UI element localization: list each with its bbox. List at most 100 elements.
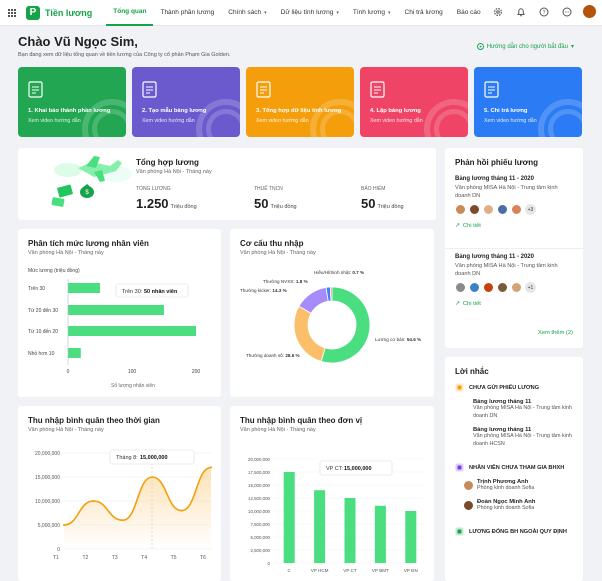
step-video-link[interactable]: Xem video hướng dẫn xyxy=(28,118,81,124)
metric-value: 50 xyxy=(361,196,376,211)
nav-item-4[interactable]: Tính lương ▾ xyxy=(346,0,398,26)
x-tick-label: T1 xyxy=(53,555,59,561)
series-line[interactable] xyxy=(63,466,212,526)
chart-tooltip: Tháng 8: 15,000,000 xyxy=(109,449,195,465)
data-point[interactable] xyxy=(121,519,124,522)
reminder-entry[interactable]: Bảng lương tháng 11 Văn phòng MISA Hà Nội… xyxy=(473,427,573,448)
detail-link[interactable]: ↗ Chi tiết xyxy=(455,223,573,229)
slice-name: Thưởng kicker xyxy=(240,287,270,293)
tick-label: 2,500,000 xyxy=(250,548,270,553)
slice-label: Hiếu/Hỉ/Sinh nhật: 0.7 % xyxy=(314,269,364,275)
tick-label: 10,000,000 xyxy=(248,509,271,514)
step-card-1[interactable]: 1. Khai báo thành phần lương Xem video hư… xyxy=(18,67,126,137)
bar[interactable] xyxy=(344,498,356,563)
step-card-3[interactable]: 3. Tổng hợp dữ liệu tính lương Xem video … xyxy=(246,67,354,137)
bar[interactable] xyxy=(283,472,295,563)
bar[interactable] xyxy=(314,490,326,563)
income-time-card: Thu nhập bình quân theo thời gian Văn ph… xyxy=(18,406,221,581)
income-time-title: Thu nhập bình quân theo thời gian xyxy=(28,416,160,425)
step-video-link[interactable]: Xem video hướng dẫn xyxy=(142,118,195,124)
step-video-link[interactable]: Xem video hướng dẫn xyxy=(370,118,423,124)
settings-icon[interactable] xyxy=(491,5,504,18)
bar[interactable] xyxy=(405,511,417,563)
salary-level-card: Phân tích mức lương nhân viên Văn phòng … xyxy=(18,229,221,397)
detail-link[interactable]: ↗ Chi tiết xyxy=(455,301,573,307)
step-title: 2. Tạo mẫu bảng lương xyxy=(142,108,207,114)
pie-slice[interactable] xyxy=(320,286,371,364)
svg-text:?: ? xyxy=(542,10,545,16)
nav-item-0[interactable]: Tổng quan xyxy=(106,0,154,26)
step-card-5[interactable]: 5. Chi trả lương Xem video hướng dẫn xyxy=(474,67,582,137)
step-card-4[interactable]: 4. Lập bảng lương Xem video hướng dẫn xyxy=(360,67,468,137)
app-grid-icon[interactable] xyxy=(8,8,16,17)
slice-label: Thưởng kicker: 14.3 % xyxy=(240,287,287,293)
bar[interactable] xyxy=(68,326,196,336)
reminder-entry[interactable]: Bảng lương tháng 11 Văn phòng MISA Hà Nội… xyxy=(473,399,573,420)
reminder-entry-desc: Văn phòng MISA Hà Nội - Trung tâm kinh d… xyxy=(473,405,572,419)
step-title: 5. Chi trả lương xyxy=(484,108,528,114)
nav-item-3[interactable]: Dữ liệu tính lương ▾ xyxy=(274,0,346,26)
bar[interactable] xyxy=(68,305,164,315)
reminder-group-heading[interactable]: NHÂN VIÊN CHƯA THAM GIA BHXH xyxy=(455,463,564,472)
help-icon[interactable]: ? xyxy=(537,5,550,18)
reminder-entry[interactable]: Trịnh Phương Anh Phòng kinh doanh Sofia xyxy=(463,479,573,493)
nav-item-5[interactable]: Chi trả lương xyxy=(398,0,450,26)
area-fill xyxy=(64,467,211,549)
tick-label: 0 xyxy=(57,547,60,553)
chat-icon[interactable] xyxy=(560,5,573,18)
step-video-link[interactable]: Xem video hướng dẫn xyxy=(256,118,309,124)
reminder-group-heading[interactable]: LƯƠNG ĐÓNG BH NGOÀI QUY ĐỊNH xyxy=(455,527,567,536)
reminder-group-heading[interactable]: CHƯA GỬI PHIẾU LƯƠNG xyxy=(455,383,539,392)
table-add-icon xyxy=(142,81,157,98)
more-avatars-badge: +1 xyxy=(525,282,536,293)
bar[interactable] xyxy=(374,505,386,563)
avatar xyxy=(497,282,508,293)
tick-label: 20,000,000 xyxy=(248,457,271,462)
reminder-entry-name: Trịnh Phương Anh xyxy=(477,479,529,485)
money-shield-icon xyxy=(455,527,464,536)
x-tick-label: T2 xyxy=(82,555,88,561)
nav-item-label: Báo cáo xyxy=(456,9,481,16)
see-more-link[interactable]: Xem thêm (2) xyxy=(537,330,573,336)
summary-metric: TỔNG LƯƠNG 1.250 Triệu đồng xyxy=(136,186,197,211)
chevron-down-icon: ▾ xyxy=(570,44,574,50)
data-point[interactable] xyxy=(92,500,95,502)
x-tick-label: T6 xyxy=(200,555,206,561)
step-title: 1. Khai báo thành phần lương xyxy=(28,108,111,114)
bell-icon[interactable] xyxy=(514,5,527,18)
bar[interactable] xyxy=(68,348,81,358)
detail-link-label: Chi tiết xyxy=(462,301,481,307)
x-tick-label: VP BMT xyxy=(372,568,389,573)
top-bar: P Tiền lương Tổng quan Thành phần lương Ch… xyxy=(0,0,602,26)
data-point[interactable] xyxy=(63,524,65,526)
slice-name: Thưởng doanh số xyxy=(246,352,283,358)
feedback-item[interactable]: Bảng lương tháng 11 - 2020 Văn phòng MISA… xyxy=(455,254,573,307)
feedback-item[interactable]: Bảng lương tháng 11 - 2020 Văn phòng MISA… xyxy=(445,176,583,249)
tooltip-value: 15,000,000 xyxy=(140,455,168,461)
app-logo[interactable]: P Tiền lương xyxy=(26,5,93,20)
income-unit-card: Thu nhập bình quân theo đơn vị Văn phòng… xyxy=(230,406,434,581)
bar[interactable] xyxy=(68,283,100,293)
metric-label: THUẾ TNCN xyxy=(254,186,283,192)
data-point[interactable] xyxy=(210,466,212,469)
data-point[interactable] xyxy=(180,509,183,512)
spreadsheet-icon xyxy=(370,81,385,98)
user-avatar[interactable] xyxy=(583,5,596,18)
logo-icon: P xyxy=(26,5,40,20)
guide-link[interactable]: Hướng dẫn cho người bắt đầu ▾ xyxy=(476,43,574,50)
nav-item-1[interactable]: Thành phần lương xyxy=(153,0,221,26)
reminder-entry-desc: Phòng kinh doanh Sofia xyxy=(477,505,535,511)
income-unit-subtitle: Văn phòng Hà Nội - Tháng này xyxy=(240,427,316,433)
step-card-2[interactable]: 2. Tạo mẫu bảng lương Xem video hướng dẫn xyxy=(132,67,240,137)
external-link-icon: ↗ xyxy=(455,223,460,229)
x-tick-label: VP HCM xyxy=(311,568,329,573)
income-structure-chart: Lương cơ bản: 54.6 % Thưởng doanh số: 28.… xyxy=(240,269,421,364)
summary-subtitle: Văn phòng Hà Nội - Tháng này xyxy=(136,169,212,175)
income-unit-chart: 0 2,500,000 5,000,000 7,500,000 10,000,000 12… xyxy=(248,457,426,573)
nav-item-2[interactable]: Chính sách ▾ xyxy=(221,0,273,26)
pie-slice[interactable] xyxy=(329,286,333,302)
reminder-entry[interactable]: Đoàn Ngọc Minh Anh Phòng kinh doanh Sofia xyxy=(463,499,573,513)
step-video-link[interactable]: Xem video hướng dẫn xyxy=(484,118,537,124)
app-name: Tiền lương xyxy=(45,7,93,18)
nav-item-6[interactable]: Báo cáo xyxy=(450,0,488,26)
